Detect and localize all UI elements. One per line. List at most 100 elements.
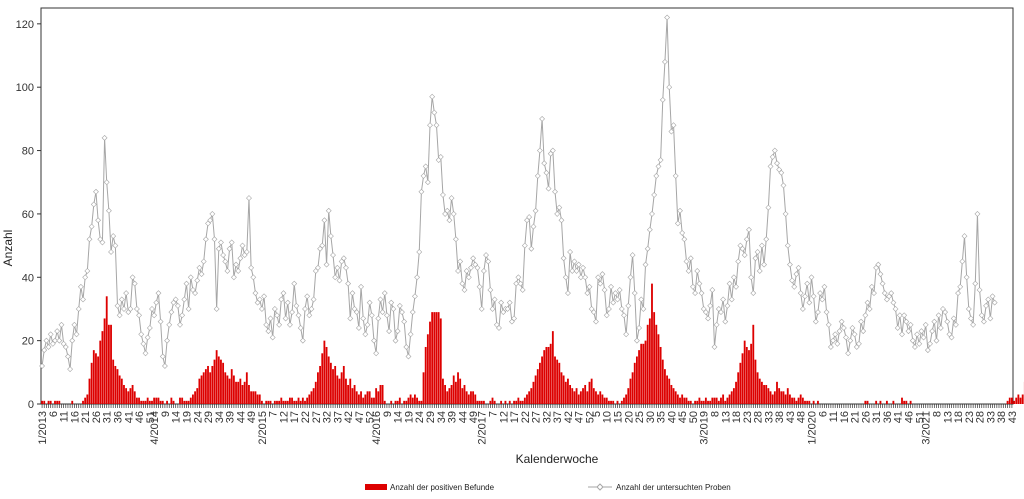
bar bbox=[107, 324, 110, 404]
line-point bbox=[198, 271, 205, 278]
bar bbox=[170, 397, 173, 404]
bar bbox=[357, 394, 360, 404]
line-point bbox=[752, 255, 759, 262]
bar bbox=[760, 381, 763, 404]
line-point bbox=[121, 306, 127, 312]
bar bbox=[644, 340, 647, 404]
y-axis: 0 20 40 60 80 100 120 bbox=[16, 19, 41, 411]
line-point bbox=[366, 299, 373, 306]
line-point bbox=[192, 290, 199, 297]
line-point bbox=[246, 195, 252, 202]
line-point bbox=[504, 306, 511, 312]
line-point bbox=[131, 280, 138, 287]
line-point bbox=[213, 306, 220, 312]
line-point bbox=[207, 217, 214, 224]
bar bbox=[474, 394, 477, 404]
bar bbox=[245, 372, 248, 404]
x-tick-label: 50 bbox=[688, 411, 700, 423]
bar bbox=[646, 324, 649, 404]
line-point bbox=[681, 236, 688, 243]
bar bbox=[155, 397, 158, 404]
line-point bbox=[849, 325, 856, 331]
line-point bbox=[271, 306, 278, 312]
line-point bbox=[879, 280, 886, 287]
line-point bbox=[375, 315, 382, 322]
bar bbox=[452, 375, 455, 404]
bar bbox=[752, 324, 755, 404]
line-point bbox=[968, 315, 974, 322]
line-point bbox=[758, 242, 765, 249]
bar bbox=[1019, 397, 1022, 404]
line-point bbox=[480, 268, 487, 274]
x-tick-label: 46 bbox=[134, 411, 146, 423]
line-point bbox=[392, 337, 399, 344]
line-point bbox=[345, 280, 352, 287]
bar bbox=[739, 362, 742, 404]
line-point bbox=[306, 312, 313, 319]
line-point bbox=[961, 233, 968, 240]
line-point bbox=[487, 287, 494, 293]
bar bbox=[571, 388, 574, 404]
line-point bbox=[690, 283, 696, 290]
line-point bbox=[239, 242, 246, 249]
x-tick-label: 21 bbox=[850, 411, 862, 423]
line-point bbox=[437, 153, 444, 160]
bar bbox=[92, 350, 95, 404]
line-point bbox=[565, 290, 571, 297]
line-point bbox=[756, 268, 763, 274]
bar bbox=[345, 378, 347, 404]
line-point bbox=[625, 302, 632, 309]
bar bbox=[875, 400, 878, 404]
bar bbox=[562, 375, 565, 404]
bar bbox=[627, 388, 630, 404]
line-point bbox=[950, 315, 957, 322]
line-point bbox=[110, 233, 117, 240]
line-point bbox=[474, 264, 481, 271]
x-tick-label: 37 bbox=[332, 411, 344, 423]
bar bbox=[437, 312, 440, 404]
bar bbox=[332, 369, 334, 404]
line-point bbox=[980, 318, 987, 325]
bar bbox=[383, 400, 386, 404]
line-point bbox=[655, 163, 662, 170]
bar bbox=[679, 397, 681, 404]
line-point bbox=[166, 321, 173, 328]
line-point bbox=[819, 296, 826, 303]
bar bbox=[773, 391, 776, 404]
line-point bbox=[52, 337, 58, 344]
line-point bbox=[218, 239, 224, 246]
line-point bbox=[978, 312, 985, 319]
x-tick-label: 52 bbox=[365, 411, 377, 423]
line-point bbox=[705, 315, 711, 322]
line-point bbox=[407, 331, 414, 338]
line-point bbox=[774, 160, 780, 167]
bar bbox=[799, 394, 802, 404]
line-point bbox=[668, 128, 675, 135]
bar bbox=[304, 400, 306, 404]
y-tick-label: 80 bbox=[22, 146, 34, 158]
bar bbox=[530, 388, 533, 404]
line-point bbox=[778, 169, 785, 176]
line-point bbox=[153, 299, 160, 306]
line-point bbox=[483, 252, 489, 259]
line-point bbox=[556, 204, 563, 211]
line-point bbox=[155, 290, 162, 297]
bar bbox=[342, 365, 345, 404]
bar bbox=[166, 400, 168, 404]
line-point bbox=[599, 271, 606, 278]
line-point bbox=[534, 172, 541, 179]
line-point bbox=[864, 299, 871, 306]
x-tick-label: 12 bbox=[278, 411, 290, 423]
bar bbox=[523, 397, 526, 404]
line-point bbox=[584, 290, 591, 297]
bar bbox=[172, 400, 175, 404]
line-point bbox=[409, 309, 416, 316]
bar bbox=[909, 400, 912, 404]
line-point bbox=[903, 318, 910, 325]
x-tick-label: 20 bbox=[623, 411, 635, 423]
x-tick-label: 49 bbox=[246, 411, 258, 423]
bar bbox=[135, 397, 138, 404]
y-axis-title: Anzahl bbox=[1, 230, 15, 267]
bar bbox=[892, 400, 895, 404]
bar bbox=[812, 400, 815, 404]
